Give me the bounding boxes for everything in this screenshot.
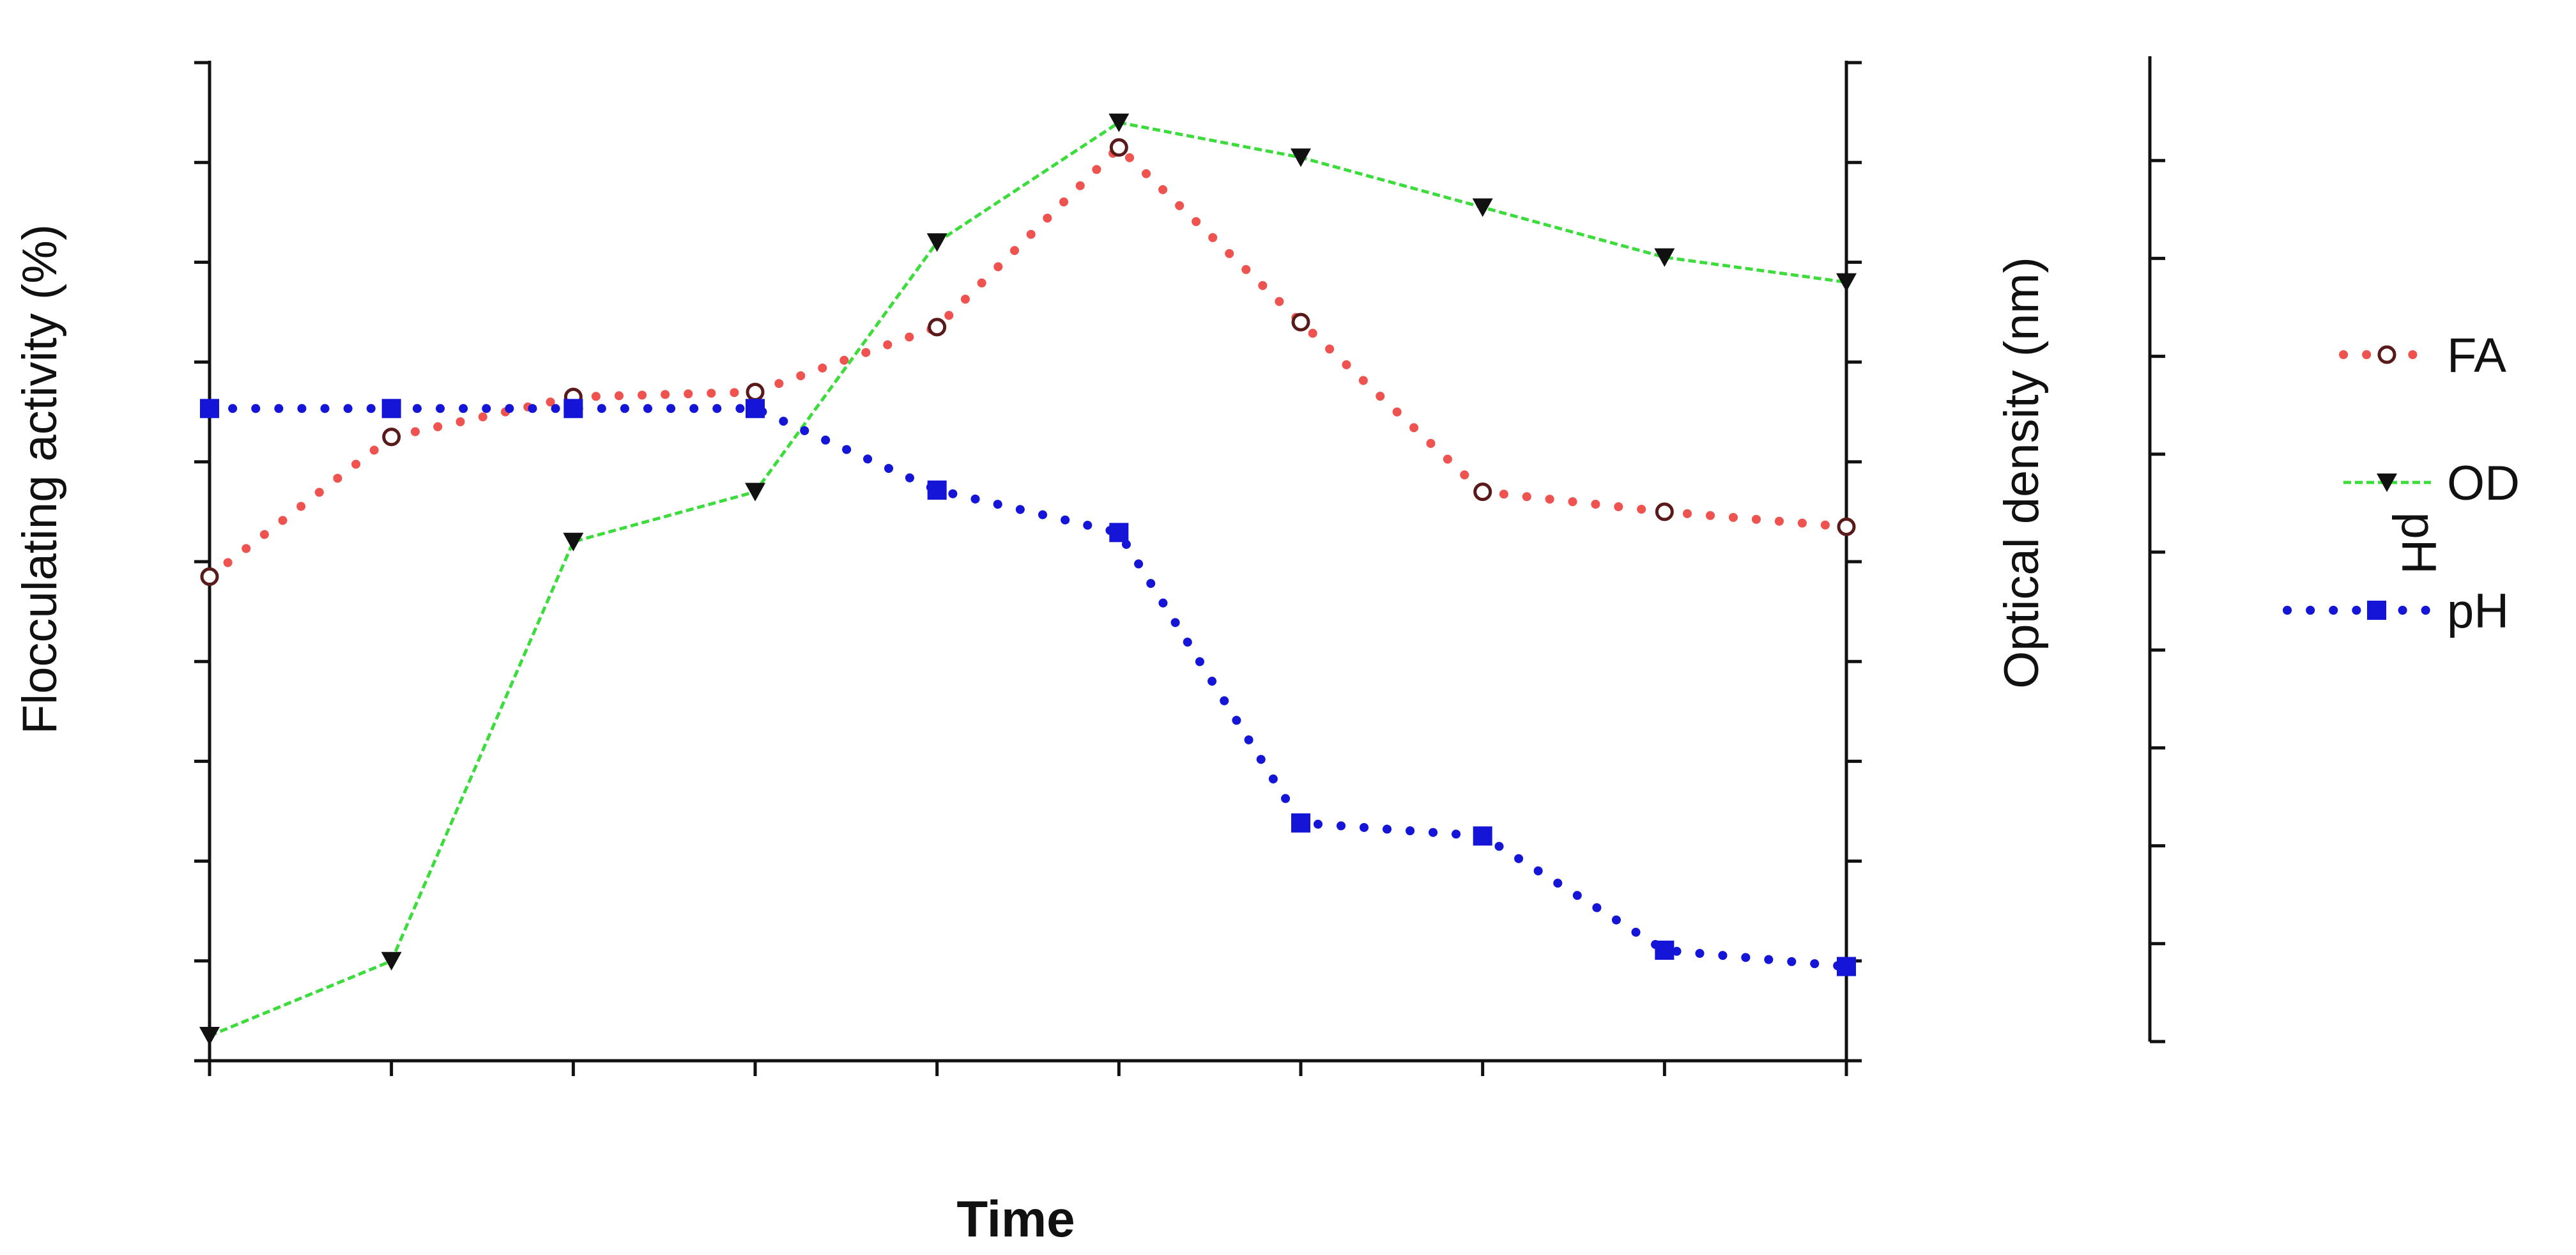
legend-marker-fa: [2377, 345, 2396, 364]
data-point-fa: [928, 318, 947, 337]
data-point-od: [199, 1026, 220, 1045]
y-axis-left-title: Flocculating activity (%): [13, 224, 67, 734]
legend-label-od: OD: [2447, 456, 2520, 511]
data-point-ph: [200, 399, 219, 419]
data-point-od: [926, 233, 947, 252]
data-point-od: [1108, 113, 1130, 132]
legend-marker-symbol-fa: [2377, 345, 2396, 364]
data-point-fa: [1291, 312, 1310, 332]
legend-marker-od: [2377, 474, 2397, 492]
axes: [194, 56, 2165, 1076]
legend-label-ph: pH: [2447, 584, 2509, 638]
data-point-fa: [1473, 482, 1492, 502]
series-line-od: [209, 121, 1847, 1038]
legend-item-fa: FA: [2339, 328, 2506, 383]
data-point-ph: [381, 399, 401, 419]
x-axis-title: Time: [956, 1190, 1075, 1247]
legend-marker-symbol-od: [2377, 474, 2397, 492]
data-point-fa: [200, 567, 219, 586]
data-point-od: [1654, 248, 1675, 267]
data-point-od: [563, 532, 584, 551]
legend-item-ph: pH: [2283, 584, 2509, 638]
legend-item-od: OD: [2343, 456, 2520, 511]
data-point-od: [1291, 148, 1311, 167]
data-point-od: [1836, 273, 1857, 292]
series-lines: [205, 121, 1851, 1038]
legend: FA OD pH: [2283, 328, 2520, 638]
series-line-fa: [205, 141, 1851, 581]
data-point-fa: [1109, 138, 1128, 157]
data-point-ph: [1837, 957, 1856, 976]
legend-label-fa: FA: [2447, 328, 2506, 383]
data-point-od: [1472, 198, 1493, 217]
data-point-fa: [382, 427, 401, 447]
data-point-fa: [1837, 517, 1856, 536]
data-point-ph: [746, 399, 765, 419]
legend-marker-ph: [2367, 601, 2386, 620]
y-axis-right-inner-title: Optical density (nm): [1995, 257, 2049, 689]
series-markers: [199, 113, 1857, 1045]
data-point-od: [381, 951, 402, 971]
y-axis-right-outer-title: pH: [2391, 512, 2446, 574]
data-point-ph: [927, 480, 947, 500]
legend-marker-symbol-ph: [2367, 601, 2386, 620]
data-point-fa: [746, 382, 765, 401]
data-point-ph: [1291, 813, 1310, 833]
data-point-ph: [564, 399, 583, 419]
data-point-ph: [1473, 826, 1492, 846]
data-point-ph: [1109, 523, 1129, 543]
series-line-ph: [205, 404, 1851, 971]
data-point-fa: [1655, 502, 1674, 521]
data-point-ph: [1655, 941, 1675, 960]
data-point-od: [745, 482, 765, 502]
